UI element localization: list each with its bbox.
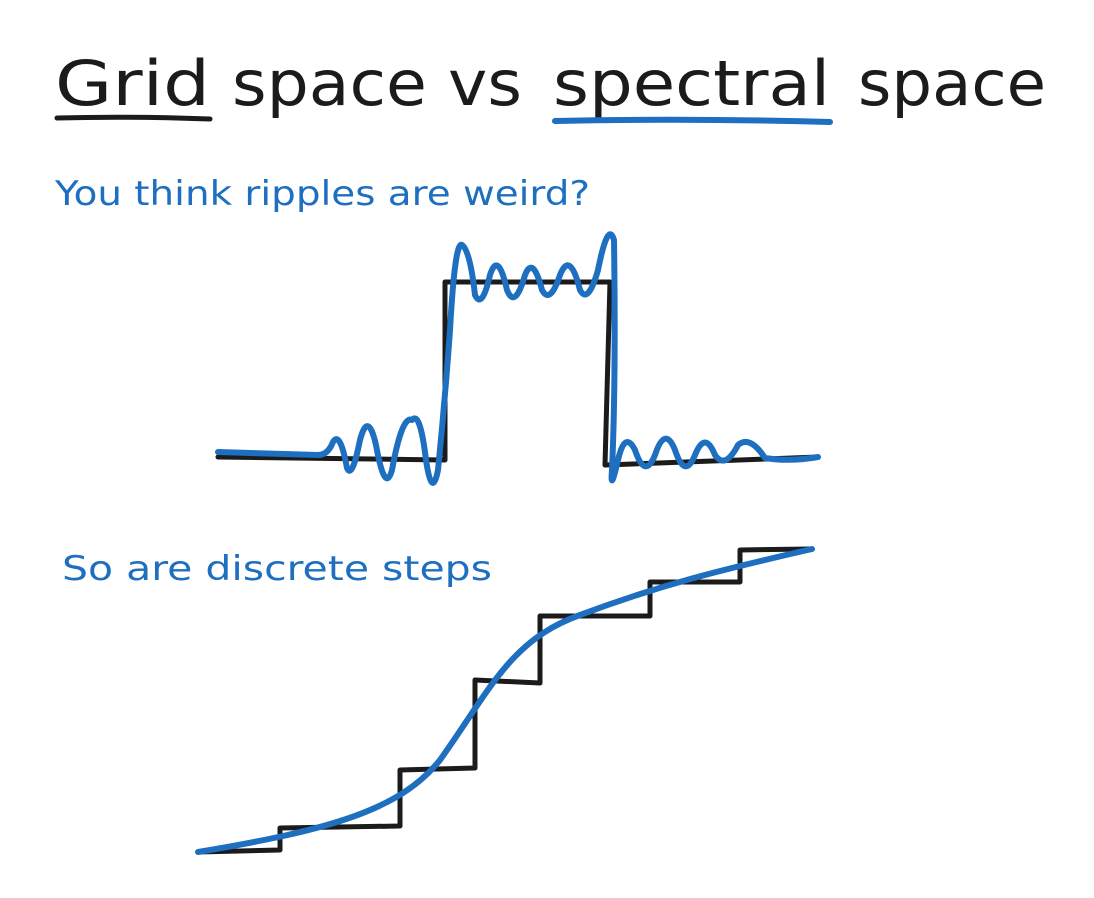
title-spectral: spectral (553, 47, 830, 120)
ripple-wave (215, 231, 821, 486)
caption-ripples: You think ripples are weird? (54, 174, 590, 214)
caption-steps: So are discrete steps (62, 549, 492, 589)
title-middle: space vs (232, 47, 522, 120)
grid-underline (54, 114, 213, 122)
title-grid: Grid (55, 47, 210, 120)
spectral-underline (552, 116, 833, 125)
staircase (195, 546, 813, 855)
smooth-curve (195, 546, 815, 855)
square-wave (215, 279, 821, 468)
title-end: space (858, 47, 1046, 120)
